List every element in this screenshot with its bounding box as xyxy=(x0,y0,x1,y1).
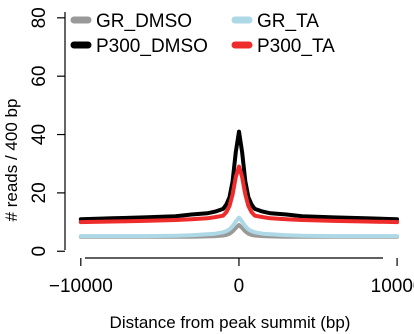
y-axis-label: # reads / 400 bp xyxy=(2,99,21,222)
x-ticks: −10000 0 10000 xyxy=(49,258,414,297)
y-tick-label: 20 xyxy=(29,182,50,203)
series-line-gr-ta xyxy=(78,215,400,239)
legend-label: P300_TA xyxy=(257,36,335,57)
series-line-p300-ta xyxy=(78,164,400,225)
plot-lines xyxy=(78,129,400,239)
x-tick-label: 10000 xyxy=(371,276,414,297)
y-tick-label: 60 xyxy=(29,66,50,87)
y-ticks: 0 20 40 60 80 xyxy=(29,7,65,257)
y-tick-label: 0 xyxy=(29,246,50,257)
legend-label: GR_TA xyxy=(257,11,319,32)
legend-label: P300_DMSO xyxy=(96,36,208,57)
y-tick-label: 80 xyxy=(29,7,50,28)
axes: −10000 0 10000 0 20 40 60 80 Distance from pea… xyxy=(2,7,414,332)
y-tick-label: 40 xyxy=(29,124,50,145)
x-tick-label: −10000 xyxy=(49,276,113,297)
legend-label: GR_DMSO xyxy=(96,11,192,32)
x-axis-label: Distance from peak summit (bp) xyxy=(110,313,351,332)
x-tick-label: 0 xyxy=(234,276,245,297)
legend: GR_DMSO GR_TA P300_DMSO P300_TA xyxy=(70,11,335,57)
series-line-p300-dmso xyxy=(78,129,400,222)
